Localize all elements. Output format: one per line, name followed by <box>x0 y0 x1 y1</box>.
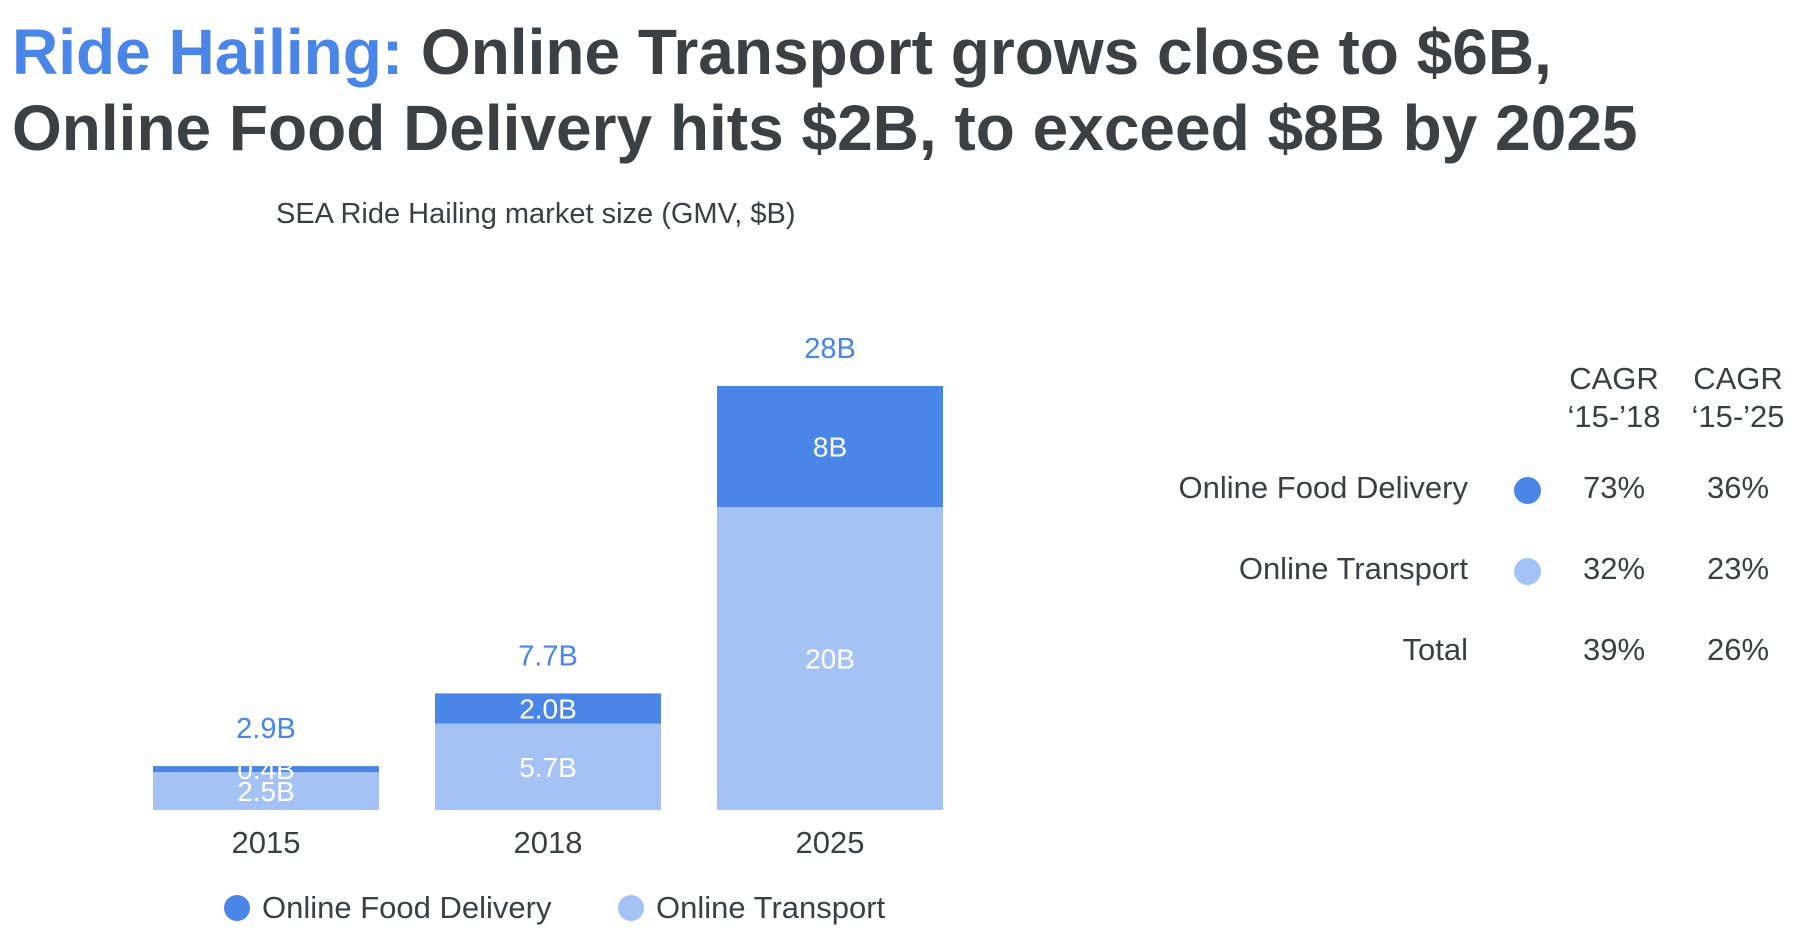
cagr-row-label: Online Transport <box>1238 551 1468 586</box>
bar-food-2015 <box>153 766 379 773</box>
cagr-value: 23% <box>1706 551 1770 586</box>
cagr-value: 39% <box>1582 632 1646 667</box>
title-line1: Online Transport grows close to $6B, <box>420 16 1552 88</box>
cagr-dot-icon <box>1514 477 1541 504</box>
cagr-value: 36% <box>1706 470 1770 505</box>
bar-food-2025 <box>717 386 943 508</box>
total-label-2018: 7.7B <box>518 640 578 672</box>
legend-label-transport: Online Transport <box>656 890 886 925</box>
data-label-transport-2018: 5.7B <box>519 752 577 783</box>
x-tick-label-2015: 2015 <box>232 825 301 860</box>
stacked-bar-chart: 2.5B0.4B 2.9B 2015 5.7B 2.0B 7.7B 2018 20B 8B 28B… <box>153 333 943 860</box>
data-label-food-2015: 0.4B <box>237 754 295 785</box>
data-label-transport-2015: 2.5B <box>237 776 295 807</box>
bar-transport-2025 <box>717 507 943 810</box>
cagr-row-label: Total <box>1402 632 1468 667</box>
cagr-dot-icon <box>1514 558 1541 585</box>
legend-dot-transport-icon <box>618 895 644 921</box>
legend-item-transport: Online Transport <box>618 890 885 926</box>
legend-dot-food-icon <box>224 895 250 921</box>
bar-food-2018 <box>435 693 661 724</box>
cagr-column-header: CAGR ‘15-’25 <box>1691 361 1785 434</box>
x-tick-label-2025: 2025 <box>796 825 865 860</box>
legend-label-food: Online Food Delivery <box>262 890 552 925</box>
total-label-2025: 28B <box>804 333 856 365</box>
title-line2: Online Food Delivery hits $2B, to exceed… <box>12 92 1638 164</box>
total-label-2015: 2.9B <box>236 713 296 745</box>
cagr-value: 26% <box>1706 632 1770 667</box>
cagr-column-header: CAGR ‘15-’18 <box>1567 361 1661 434</box>
cagr-row-label: Online Food Delivery <box>1178 470 1468 505</box>
cagr-value: 73% <box>1582 470 1646 505</box>
page-title: Ride Hailing: Online Transport grows clo… <box>12 14 1792 166</box>
data-label-transport-2025: 20B <box>805 644 855 675</box>
bar-transport-2015 <box>153 772 379 810</box>
legend-item-food: Online Food Delivery <box>224 890 551 926</box>
chart-title: SEA Ride Hailing market size (GMV, $B) <box>276 198 796 230</box>
data-label-food-2018: 2.0B <box>519 694 577 725</box>
cagr-value: 32% <box>1582 551 1646 586</box>
bar-transport-2018 <box>435 723 661 810</box>
title-accent: Ride Hailing: <box>12 16 404 88</box>
x-tick-label-2018: 2018 <box>514 825 583 860</box>
data-label-food-2025: 8B <box>813 432 847 463</box>
